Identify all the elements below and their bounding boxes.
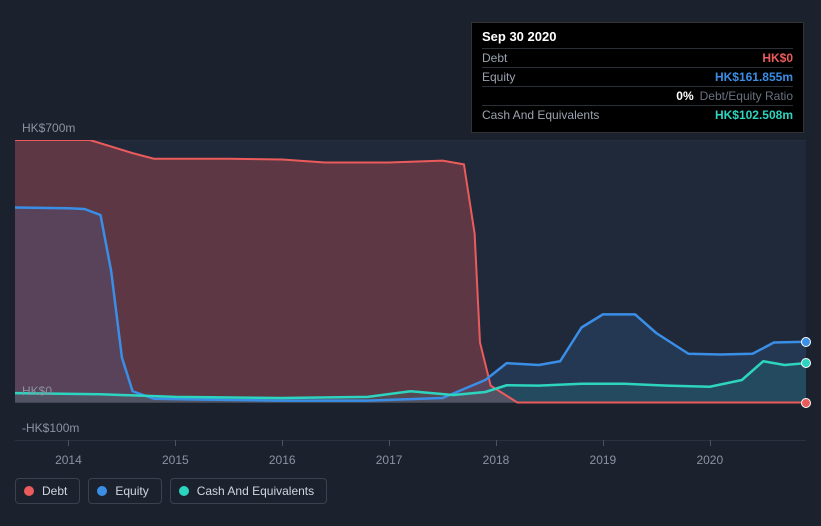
legend: Debt Equity Cash And Equivalents <box>15 478 327 504</box>
legend-dot-icon <box>179 486 189 496</box>
chart-tooltip: Sep 30 2020 Debt HK$0 Equity HK$161.855m 0% D… <box>471 22 804 133</box>
tooltip-label: Debt <box>482 51 507 65</box>
tooltip-row: 0% Debt/Equity Ratio <box>482 86 793 105</box>
tooltip-label: Cash And Equivalents <box>482 108 599 122</box>
x-tick <box>175 440 176 446</box>
tooltip-value: HK$0 <box>762 51 793 65</box>
tooltip-row: Cash And Equivalents HK$102.508m <box>482 105 793 124</box>
legend-label: Equity <box>115 484 148 498</box>
series-end-marker <box>801 337 811 347</box>
tooltip-row: Equity HK$161.855m <box>482 67 793 86</box>
y-axis-label: HK$0 <box>22 384 52 398</box>
legend-dot-icon <box>97 486 107 496</box>
series-end-marker <box>801 358 811 368</box>
tooltip-label: Equity <box>482 70 515 84</box>
x-tick <box>282 440 283 446</box>
legend-label: Debt <box>42 484 67 498</box>
y-axis-label: -HK$100m <box>22 421 79 435</box>
tooltip-ratio-value: 0% <box>676 89 693 103</box>
chart-area: HK$700mHK$0-HK$100m <box>15 140 806 440</box>
x-axis-label: 2018 <box>483 453 510 467</box>
x-axis-label: 2015 <box>162 453 189 467</box>
tooltip-value: HK$102.508m <box>715 108 793 122</box>
legend-item[interactable]: Debt <box>15 478 80 504</box>
x-axis-line <box>15 440 806 441</box>
legend-label: Cash And Equivalents <box>197 484 314 498</box>
legend-item[interactable]: Cash And Equivalents <box>170 478 327 504</box>
chart-svg <box>15 140 806 440</box>
x-tick <box>68 440 69 446</box>
x-axis-label: 2014 <box>55 453 82 467</box>
x-tick <box>710 440 711 446</box>
tooltip-ratio-label: Debt/Equity Ratio <box>700 89 793 103</box>
x-axis: 2014 2015 2016 2017 2018 2019 2020 <box>15 445 806 465</box>
y-axis-label: HK$700m <box>22 121 75 135</box>
legend-dot-icon <box>24 486 34 496</box>
tooltip-row: Debt HK$0 <box>482 48 793 67</box>
x-axis-label: 2020 <box>696 453 723 467</box>
series-end-marker <box>801 398 811 408</box>
tooltip-date: Sep 30 2020 <box>482 29 793 48</box>
x-tick <box>389 440 390 446</box>
x-axis-label: 2019 <box>590 453 617 467</box>
x-tick <box>496 440 497 446</box>
tooltip-value: HK$161.855m <box>715 70 793 84</box>
x-axis-label: 2016 <box>269 453 296 467</box>
x-axis-label: 2017 <box>376 453 403 467</box>
legend-item[interactable]: Equity <box>88 478 161 504</box>
x-tick <box>603 440 604 446</box>
